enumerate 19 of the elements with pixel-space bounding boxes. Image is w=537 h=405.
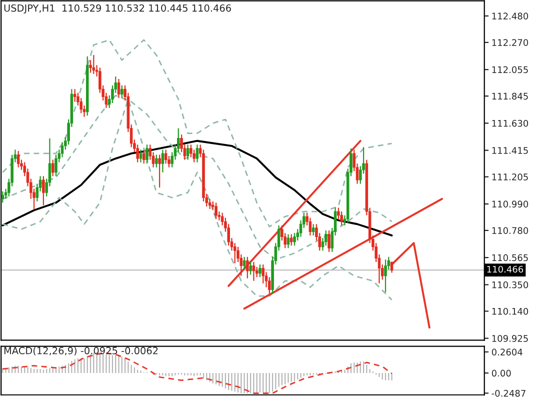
y-tick-label: 111.845: [492, 92, 528, 100]
y-tick-label: 110.990: [492, 200, 528, 208]
y-tick-label: 112.270: [492, 39, 528, 46]
y-tick-label: 110.140: [492, 308, 528, 315]
y-tick-label: 112.480: [492, 12, 528, 20]
ref-line-label: 110.466: [487, 266, 524, 273]
y-tick-label: 111.205: [492, 174, 528, 180]
y-tick-label: 110.780: [492, 227, 528, 234]
chart-title: MACD(12,26,9) -0.0925 -0.0062: [4, 346, 158, 356]
y-tick-label: 112.055: [492, 66, 528, 74]
y-tick-label: 110.350: [492, 281, 528, 288]
y-tick-label: 0.2604: [492, 348, 522, 356]
y-tick-label: 111.630: [492, 120, 528, 127]
y-tick-label: 0.00: [492, 370, 511, 377]
y-tick-label: -0.2487: [492, 390, 526, 397]
y-tick-label: 109.925: [492, 335, 528, 342]
y-tick-label: 110.565: [492, 254, 528, 262]
chart-title: USDJPY,H1 110.529 110.532 110.445 110.466: [4, 4, 231, 14]
y-tick-label: 111.415: [492, 147, 528, 154]
